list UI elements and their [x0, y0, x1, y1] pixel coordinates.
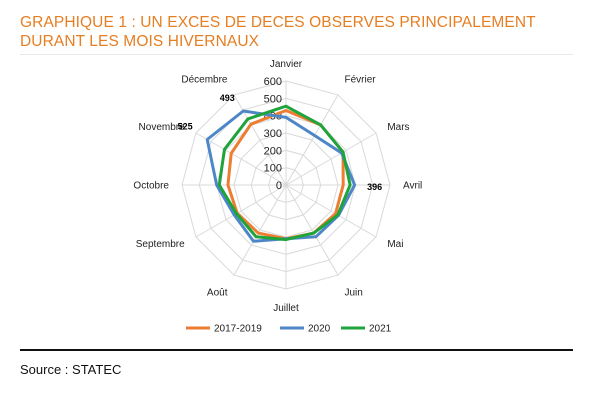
spoke-2 — [285, 132, 377, 186]
legend-label-2020: 2020 — [308, 324, 331, 335]
chart-title: GRAPHIQUE 1 : UN EXCES DE DECES OBSERVES… — [20, 14, 536, 50]
r-tick-label: 0 — [276, 180, 282, 192]
data-label-Novembre: 525 — [178, 122, 193, 132]
r-tick-label: 500 — [264, 93, 282, 105]
category-label: Juillet — [273, 303, 299, 314]
category-label: Janvier — [270, 59, 303, 70]
category-label: Mars — [387, 122, 409, 133]
data-label-Décembre: 493 — [220, 93, 235, 103]
category-label: Décembre — [181, 75, 228, 86]
r-tick-label: 200 — [264, 145, 282, 157]
category-label: Novembre — [139, 122, 186, 133]
spoke-7 — [233, 184, 287, 276]
category-label: Juin — [345, 287, 363, 298]
category-label: Février — [345, 75, 377, 86]
spoke-8 — [195, 184, 287, 238]
legend-label-2017-2019: 2017-2019 — [214, 324, 262, 335]
series-line-2021 — [217, 104, 352, 242]
category-label: Septembre — [136, 239, 185, 250]
category-label: Août — [207, 287, 228, 298]
spoke-4 — [285, 184, 377, 238]
r-tick-label: 600 — [264, 76, 282, 88]
source-note: Source : STATEC — [20, 362, 122, 377]
category-label: Mai — [387, 239, 403, 250]
r-tick-label: 100 — [264, 163, 282, 175]
r-tick-label: 300 — [264, 128, 282, 140]
spoke-1 — [285, 94, 339, 186]
title-divider — [20, 54, 573, 55]
legend-label-2021: 2021 — [369, 324, 392, 335]
category-label: Avril — [403, 181, 422, 192]
data-label-Avril: 396 — [367, 182, 382, 192]
source-divider — [20, 349, 573, 351]
spoke-10 — [195, 132, 287, 186]
category-label: Octobre — [133, 181, 169, 192]
radar-chart: 0100200300400500600JanvierFévrierMarsAvr… — [133, 59, 422, 335]
spoke-5 — [285, 184, 339, 276]
